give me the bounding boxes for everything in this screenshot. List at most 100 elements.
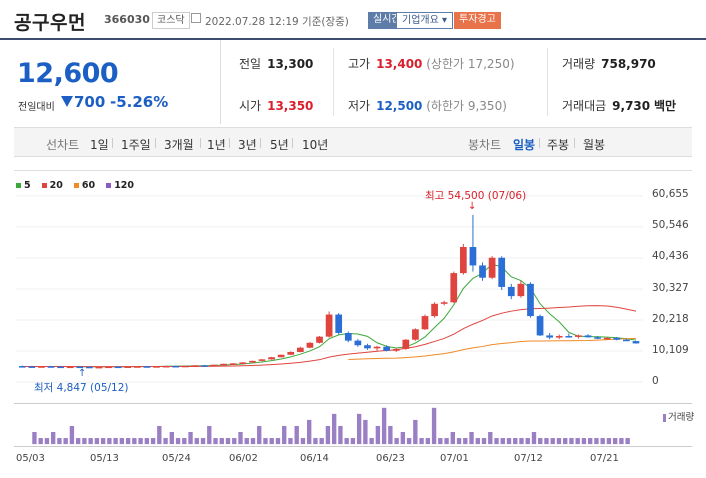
candle[interactable] — [555, 334, 563, 340]
candle[interactable] — [335, 313, 343, 335]
candle-body — [613, 337, 621, 340]
candle[interactable] — [364, 343, 371, 350]
candle[interactable] — [440, 300, 448, 306]
candle[interactable] — [114, 366, 122, 369]
candle[interactable] — [421, 314, 429, 330]
candle[interactable] — [450, 271, 458, 303]
candle[interactable] — [527, 282, 534, 318]
volume-bar — [538, 438, 543, 445]
period-10y[interactable]: 10년 — [302, 138, 329, 152]
candle[interactable] — [66, 366, 74, 369]
candle[interactable] — [172, 365, 180, 368]
volume-bar — [569, 438, 574, 445]
candle[interactable] — [296, 346, 304, 353]
candle[interactable] — [575, 334, 582, 339]
candlestick-chart[interactable] — [14, 170, 692, 400]
candle-body — [86, 366, 93, 369]
candle[interactable] — [354, 339, 362, 347]
candle[interactable] — [287, 351, 295, 356]
candle[interactable] — [316, 336, 323, 344]
candle[interactable] — [507, 283, 515, 300]
candle[interactable] — [459, 243, 467, 275]
candle[interactable] — [76, 366, 84, 369]
line-chart-label: 선차트 — [46, 138, 80, 152]
candle[interactable] — [18, 365, 26, 368]
candle[interactable] — [412, 328, 419, 341]
candle[interactable] — [392, 348, 400, 352]
stats-divider — [333, 48, 334, 116]
candle[interactable] — [153, 366, 160, 368]
candle[interactable] — [632, 340, 640, 344]
candle-body — [459, 247, 467, 274]
volume-bar — [394, 438, 399, 445]
candle[interactable] — [239, 362, 247, 364]
candle[interactable] — [162, 365, 170, 368]
candle[interactable] — [57, 366, 64, 369]
period-1d[interactable]: 1일 — [90, 138, 109, 152]
candle[interactable] — [373, 345, 381, 351]
investment-warning-badge[interactable]: 투자경고 — [454, 12, 501, 29]
candle[interactable] — [86, 366, 93, 369]
volume-bar — [506, 438, 512, 445]
period-1y[interactable]: 1년 — [207, 138, 226, 152]
candle[interactable] — [133, 366, 141, 368]
legend-item-ma120[interactable]: 120 — [106, 180, 134, 191]
down-arrow-icon: ↓ — [468, 201, 477, 212]
candle[interactable] — [47, 365, 55, 368]
candle[interactable] — [594, 336, 601, 340]
legend-item-ma60[interactable]: 60 — [73, 180, 95, 191]
high-annotation: 최고 54,500 (07/06) — [425, 190, 527, 202]
candle[interactable] — [431, 302, 438, 318]
candle[interactable] — [143, 365, 151, 368]
legend-item-ma5[interactable]: 5 — [16, 180, 31, 191]
candle[interactable] — [306, 342, 314, 349]
candle[interactable] — [210, 364, 218, 367]
period-3m[interactable]: 3개월 — [164, 138, 194, 152]
candle[interactable] — [124, 366, 132, 368]
header-divider — [0, 38, 706, 40]
candle[interactable] — [268, 356, 275, 360]
candle[interactable] — [383, 345, 390, 352]
candle[interactable] — [229, 363, 237, 365]
candle[interactable] — [249, 360, 256, 363]
candle[interactable] — [536, 314, 544, 337]
market-badge: 코스닥 — [152, 12, 190, 29]
candle[interactable] — [38, 366, 45, 368]
candle[interactable] — [28, 365, 36, 368]
candle[interactable] — [603, 337, 611, 340]
candle[interactable] — [623, 338, 630, 342]
candle[interactable] — [277, 354, 285, 358]
candle[interactable] — [220, 363, 227, 366]
legend-item-ma20[interactable]: 20 — [41, 180, 63, 191]
candle[interactable] — [325, 311, 333, 338]
volume-bar — [325, 425, 331, 445]
candle[interactable] — [181, 365, 189, 368]
candle[interactable] — [95, 366, 103, 369]
period-daily[interactable]: 일봉 — [513, 138, 536, 152]
period-3y[interactable]: 3년 — [238, 138, 257, 152]
candle[interactable] — [191, 365, 199, 367]
volume-bar — [375, 425, 381, 445]
candle[interactable] — [565, 333, 573, 338]
candle[interactable] — [488, 256, 496, 280]
candle[interactable] — [584, 334, 592, 338]
company-overview-button[interactable]: 기업개요 ▾ — [396, 12, 454, 29]
period-weekly[interactable]: 주봉 — [547, 138, 570, 152]
period-monthly[interactable]: 월봉 — [583, 138, 606, 152]
candle[interactable] — [201, 364, 208, 367]
candle[interactable] — [498, 256, 506, 290]
candle[interactable] — [258, 359, 266, 362]
calendar-icon — [191, 13, 201, 23]
volume-chart[interactable] — [14, 403, 692, 447]
candle[interactable] — [344, 331, 352, 343]
period-1w[interactable]: 1주일 — [121, 138, 151, 152]
candle[interactable] — [613, 336, 621, 341]
period-5y[interactable]: 5년 — [270, 138, 289, 152]
candle[interactable] — [469, 214, 477, 272]
candle[interactable] — [517, 280, 525, 298]
candle[interactable] — [402, 339, 410, 350]
candle[interactable] — [479, 262, 486, 281]
volume-bar — [250, 438, 256, 445]
candle[interactable] — [105, 366, 112, 369]
candle[interactable] — [546, 332, 554, 340]
